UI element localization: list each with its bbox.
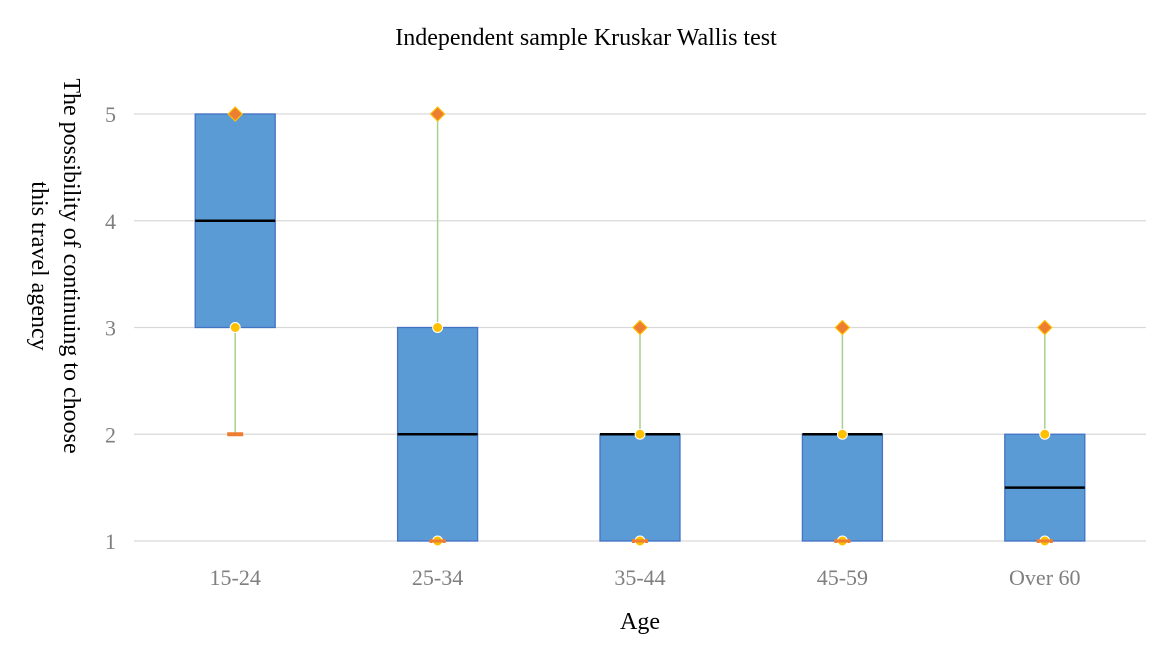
max-marker: [834, 319, 851, 336]
y-tick-labels: 1 2 3 4 5: [105, 102, 116, 554]
quartile-marker: [836, 428, 848, 440]
max-marker: [1036, 319, 1053, 336]
quartile-marker: [1039, 428, 1051, 440]
box-group: [396, 106, 479, 547]
box-group: [1004, 319, 1086, 547]
quartile-marker: [432, 322, 444, 333]
quartile-marker: [634, 428, 646, 440]
x-tick-label: 15-24: [210, 565, 261, 590]
y-axis-title: The possibility of continuing to choose …: [26, 78, 84, 453]
box-group: [801, 319, 884, 547]
x-tick-label: 25-34: [412, 565, 463, 590]
chart-title: Independent sample Kruskar Wallis test: [395, 25, 777, 51]
y-axis-title-line-1: The possibility of continuing to choose: [58, 78, 84, 453]
min-marker: [632, 539, 648, 543]
x-tick-label: 35-44: [614, 565, 665, 590]
min-marker: [429, 539, 446, 543]
y-tick-label: 4: [105, 209, 116, 234]
y-tick-label: 3: [105, 316, 116, 341]
y-tick-label: 1: [105, 529, 116, 554]
boxes: [194, 106, 1086, 547]
max-marker: [429, 106, 446, 122]
y-tick-label: 2: [105, 422, 116, 447]
y-tick-label: 5: [105, 102, 116, 127]
min-marker: [834, 539, 851, 543]
y-axis-title-line-2: this travel agency: [26, 181, 52, 350]
box-group: [599, 319, 681, 547]
x-tick-label: 45-59: [817, 565, 868, 590]
max-marker: [227, 106, 244, 122]
box-rect: [599, 433, 681, 542]
x-tick-label: Over 60: [1009, 565, 1080, 590]
quartile-marker: [229, 322, 241, 333]
min-marker: [227, 432, 244, 437]
box-group: [194, 106, 276, 437]
min-marker: [1036, 539, 1053, 543]
x-tick-labels: 15-24 25-34 35-44 45-59 Over 60: [210, 565, 1081, 590]
x-axis-title: Age: [620, 609, 660, 635]
box-rect: [801, 433, 884, 542]
max-marker: [632, 319, 648, 336]
